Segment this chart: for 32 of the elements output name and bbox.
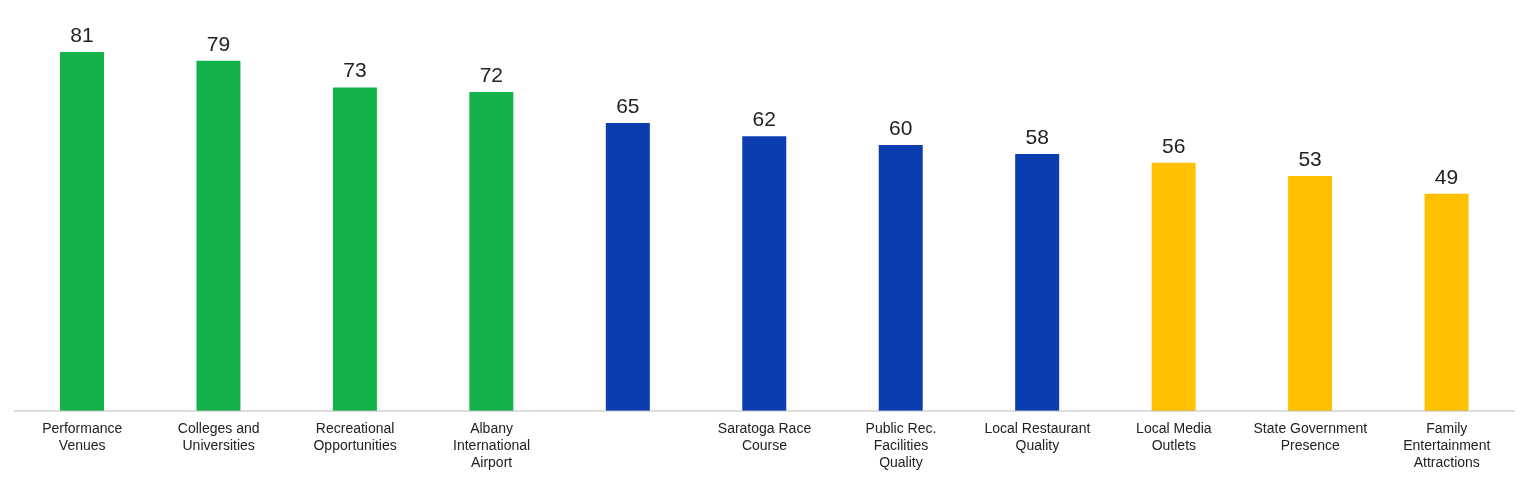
data-label: 65 [616, 93, 640, 117]
x-tick-label: Recreational Opportunities [313, 420, 397, 453]
data-label: 49 [1434, 164, 1459, 188]
data-label: 62 [752, 107, 776, 131]
x-tick-label: Family Entertainment Attractions [1403, 420, 1491, 470]
data-label: 73 [343, 58, 367, 82]
data-label: 58 [1025, 124, 1049, 148]
x-tick-label: Albany International Airport [453, 420, 531, 470]
data-label: 60 [889, 116, 913, 140]
bar [1015, 153, 1060, 411]
bar [1424, 193, 1469, 411]
bar [1151, 162, 1196, 411]
x-tick-label: Colleges and Universities [177, 420, 260, 453]
x-tick-label: Saratoga Race Course [717, 420, 812, 453]
x-tick-label: Local Media Outlets [1136, 420, 1212, 453]
data-label: 56 [1161, 133, 1186, 157]
bar [1288, 176, 1333, 411]
bar [332, 87, 377, 411]
x-tick-label: Local Restaurant Quality [984, 420, 1091, 453]
bar [469, 91, 514, 411]
x-tick-label: Performance Venues [42, 420, 123, 453]
bar [878, 145, 923, 411]
x-tick-label: Public Rec. Facilities Quality [865, 420, 937, 470]
bar [605, 122, 650, 411]
data-label: 53 [1298, 147, 1322, 171]
data-label: 72 [479, 62, 504, 86]
bar [196, 60, 241, 411]
bar [742, 136, 787, 411]
data-label: 81 [70, 23, 94, 46]
x-tick-label: State Government Presence [1253, 420, 1368, 453]
data-label: 79 [206, 31, 231, 55]
bar [60, 52, 104, 411]
